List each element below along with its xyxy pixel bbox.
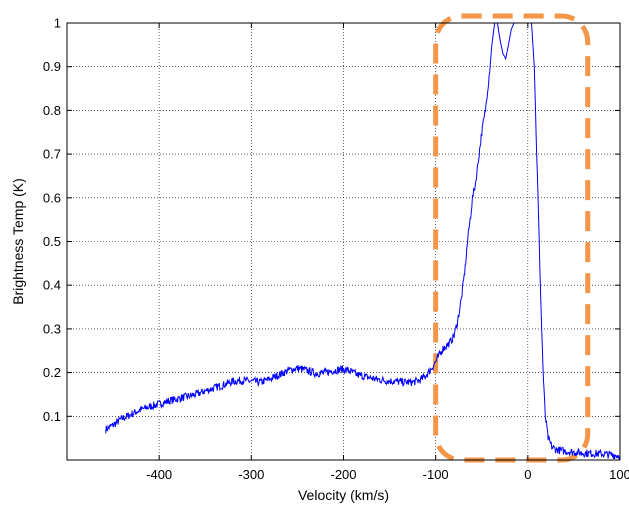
y-tick-label: 0.3 — [43, 321, 61, 336]
x-tick-label: 0 — [524, 467, 531, 482]
y-tick-label: 1 — [54, 16, 61, 31]
x-tick-label: -400 — [146, 467, 172, 482]
ticks: -400 -300 -200 -100 0 100 0.1 0.2 0.3 0.4 0.5 0.6 0.… — [43, 16, 629, 483]
x-axis-label: Velocity (km/s) — [298, 487, 389, 503]
x-tick-label: 100 — [609, 467, 629, 482]
x-tick-label: -100 — [423, 467, 449, 482]
x-tick-label: -300 — [238, 467, 264, 482]
y-tick-label: 0.4 — [43, 278, 61, 293]
y-tick-label: 0.5 — [43, 234, 61, 249]
series-layer — [105, 22, 621, 461]
grid — [67, 22, 621, 460]
y-axis-label: Brightness Temp (K) — [10, 178, 26, 305]
y-tick-label: 0.9 — [43, 59, 61, 74]
y-tick-label: 0.1 — [43, 409, 61, 424]
y-tick-label: 0.7 — [43, 147, 61, 162]
y-tick-label: 0.2 — [43, 365, 61, 380]
series-line — [105, 22, 621, 461]
x-tick-label: -200 — [330, 467, 356, 482]
y-tick-label: 0.8 — [43, 103, 61, 118]
y-tick-label: 0.6 — [43, 190, 61, 205]
